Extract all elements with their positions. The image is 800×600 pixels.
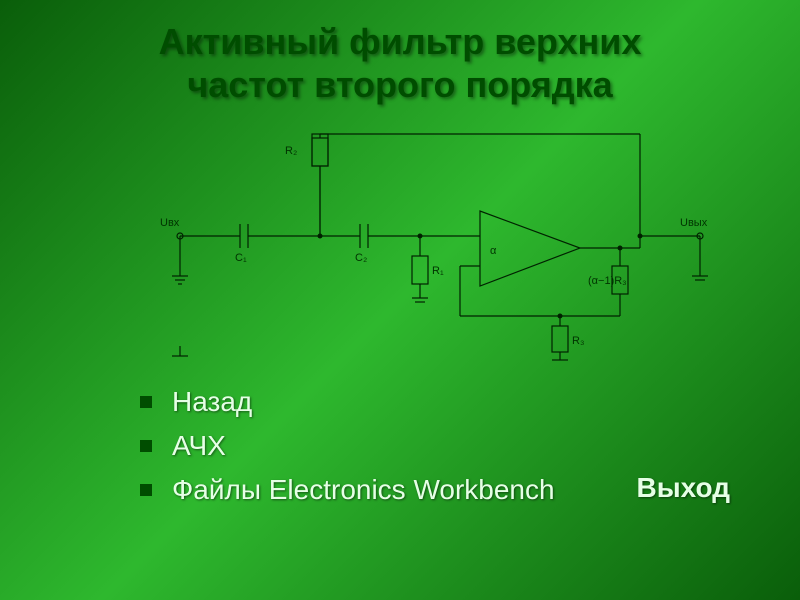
bullet-label: Назад <box>172 386 252 418</box>
circuit-diagram: Uвх C₁ R₂ <box>120 126 740 366</box>
label-c2: C₂ <box>355 252 367 264</box>
label-uout: Uвых <box>680 217 708 229</box>
slide: Активный фильтр верхних частот второго п… <box>0 0 800 600</box>
slide-title: Активный фильтр верхних частот второго п… <box>40 20 760 106</box>
bullet-item-back[interactable]: Назад <box>140 386 760 418</box>
bullet-marker-icon <box>140 396 152 408</box>
label-r3a: (α−1)R₃ <box>588 275 627 287</box>
bullet-label: Файлы Electronics Workbench <box>172 474 555 506</box>
label-r3: R₃ <box>572 335 584 347</box>
bullet-label: АЧХ <box>172 430 226 462</box>
label-c1: C₁ <box>235 252 247 264</box>
bullet-marker-icon <box>140 440 152 452</box>
label-uin: Uвх <box>160 217 180 229</box>
title-line-2: частот второго порядка <box>40 63 760 106</box>
label-r1: R₁ <box>432 265 444 277</box>
label-r2: R₂ <box>285 145 297 157</box>
bullet-marker-icon <box>140 484 152 496</box>
title-line-1: Активный фильтр верхних <box>40 20 760 63</box>
label-alpha: α <box>490 245 497 257</box>
exit-link[interactable]: Выход <box>636 472 730 504</box>
bullet-item-achx[interactable]: АЧХ <box>140 430 760 462</box>
